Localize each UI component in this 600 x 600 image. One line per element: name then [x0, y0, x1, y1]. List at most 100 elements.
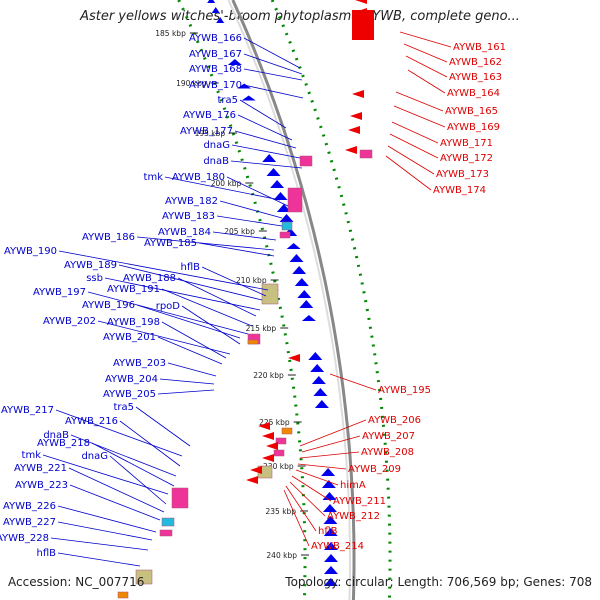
reverse-leader-line	[389, 133, 439, 159]
forward-leader-line	[226, 176, 289, 207]
reverse-gene-label: AYWB_165	[445, 106, 498, 117]
forward-gene-arrow	[321, 480, 336, 488]
scale-label: 185 kbp	[155, 29, 186, 38]
reverse-gene-arrow	[345, 146, 357, 154]
forward-gene-arrow	[323, 578, 338, 586]
reverse-leader-line	[391, 121, 439, 144]
forward-gene-arrow	[323, 554, 338, 562]
forward-leader-line	[55, 409, 183, 457]
forward-leader-line	[219, 200, 283, 219]
scale-label: 240 kbp	[266, 551, 297, 560]
reverse-leader-line	[297, 463, 347, 470]
forward-gene-label: AYWB_196	[82, 300, 135, 311]
reverse-leader-line	[301, 435, 361, 453]
reverse-leader-line	[329, 373, 377, 391]
forward-gene-arrow	[227, 59, 242, 65]
forward-leader-line	[68, 467, 165, 513]
reverse-gene-arrow	[288, 354, 300, 362]
forward-leader-line	[69, 484, 161, 521]
special-feature	[159, 529, 173, 537]
special-feature	[247, 339, 259, 345]
forward-leader-line	[87, 291, 249, 335]
forward-gene-label: AYWB_221	[14, 463, 67, 474]
forward-gene-label: AYWB_167	[189, 49, 242, 60]
special-feature	[161, 517, 175, 527]
forward-gene-arrow	[310, 364, 325, 372]
forward-leader-line	[164, 176, 281, 201]
forward-gene-arrow	[299, 300, 314, 308]
forward-leader-line	[243, 53, 303, 75]
reverse-leader-line	[403, 43, 448, 63]
reverse-gene-arrow	[262, 454, 274, 462]
forward-leader-line	[216, 215, 283, 227]
scale-label: 210 kbp	[236, 276, 267, 285]
forward-gene-label: AYWB_201	[103, 332, 156, 343]
forward-gene-label: AYWB_226	[3, 501, 56, 512]
special-feature	[287, 187, 303, 213]
forward-gene-label: AYWB_216	[65, 416, 118, 427]
reverse-gene-label: AYWB_173	[436, 169, 489, 180]
forward-gene-label: AYWB_202	[43, 316, 96, 327]
forward-gene-arrow	[216, 17, 225, 23]
forward-gene-arrow	[241, 95, 256, 101]
forward-gene-arrow	[273, 192, 288, 200]
reverse-leader-line	[395, 91, 444, 112]
forward-leader-line	[239, 99, 287, 129]
reverse-leader-line	[385, 155, 432, 191]
reverse-gene-label: AYWB_195	[378, 385, 431, 396]
special-feature	[281, 221, 293, 231]
forward-gene-label: rpoD	[156, 301, 181, 312]
special-feature	[359, 149, 373, 159]
forward-gene-label: AYWB_184	[158, 227, 211, 238]
forward-gene-label: AYWB_180	[172, 172, 225, 183]
reverse-leader-line	[405, 55, 448, 78]
forward-gene-label: AYWB_176	[183, 110, 236, 121]
forward-gene-arrow	[294, 278, 309, 286]
forward-gene-label: AYWB_183	[162, 211, 215, 222]
forward-gene-arrow	[297, 290, 312, 298]
forward-gene-arrow	[323, 542, 338, 550]
forward-gene-arrow	[266, 168, 281, 176]
special-feature	[135, 569, 153, 585]
forward-gene-label: hflB	[37, 548, 57, 559]
reverse-leader-line	[291, 475, 332, 502]
special-feature	[273, 449, 285, 457]
reverse-leader-line	[393, 105, 446, 128]
special-feature	[171, 487, 189, 509]
forward-leader-line	[70, 434, 177, 477]
forward-gene-label: AYWB_190	[4, 246, 57, 257]
forward-gene-label: tra5	[217, 95, 238, 106]
gc-ring-inner	[177, 0, 307, 600]
forward-gene-arrow	[322, 504, 337, 512]
forward-gene-label: AYWB_166	[189, 33, 242, 44]
forward-gene-label: AYWB_177	[180, 126, 233, 137]
forward-gene-label: AYWB_228	[0, 533, 49, 544]
forward-gene-label: AYWB_204	[105, 374, 158, 385]
forward-gene-label: AYWB_217	[1, 405, 54, 416]
forward-gene-label: AYWB_191	[107, 284, 160, 295]
reverse-gene-label: AYWB_206	[368, 415, 421, 426]
forward-gene-arrow	[237, 83, 252, 89]
forward-gene-arrow	[289, 254, 304, 262]
reverse-gene-label: AYWB_164	[447, 88, 500, 99]
forward-gene-arrow	[270, 180, 285, 188]
forward-gene-arrow	[323, 528, 338, 536]
forward-gene-label: dnaB	[203, 156, 229, 167]
forward-gene-label: tmk	[22, 450, 42, 461]
forward-gene-label: AYWB_198	[107, 317, 160, 328]
reverse-leader-line	[285, 485, 317, 532]
reverse-gene-arrow	[348, 126, 360, 134]
reverse-gene-arrow	[250, 466, 262, 474]
forward-leader-line	[57, 552, 141, 567]
forward-leader-line	[177, 277, 257, 317]
map-title: Aster yellows witches'-broom phytoplasma…	[80, 9, 520, 24]
forward-gene-arrow	[311, 376, 326, 384]
reverse-gene-label: AYWB_162	[449, 57, 502, 68]
special-feature	[299, 155, 313, 167]
forward-gene-label: tmk	[144, 172, 164, 183]
reverse-gene-label: AYWB_212	[327, 511, 380, 522]
forward-gene-label: AYWB_182	[165, 196, 218, 207]
special-feature	[275, 437, 287, 445]
forward-gene-label: dnaG	[81, 451, 108, 462]
